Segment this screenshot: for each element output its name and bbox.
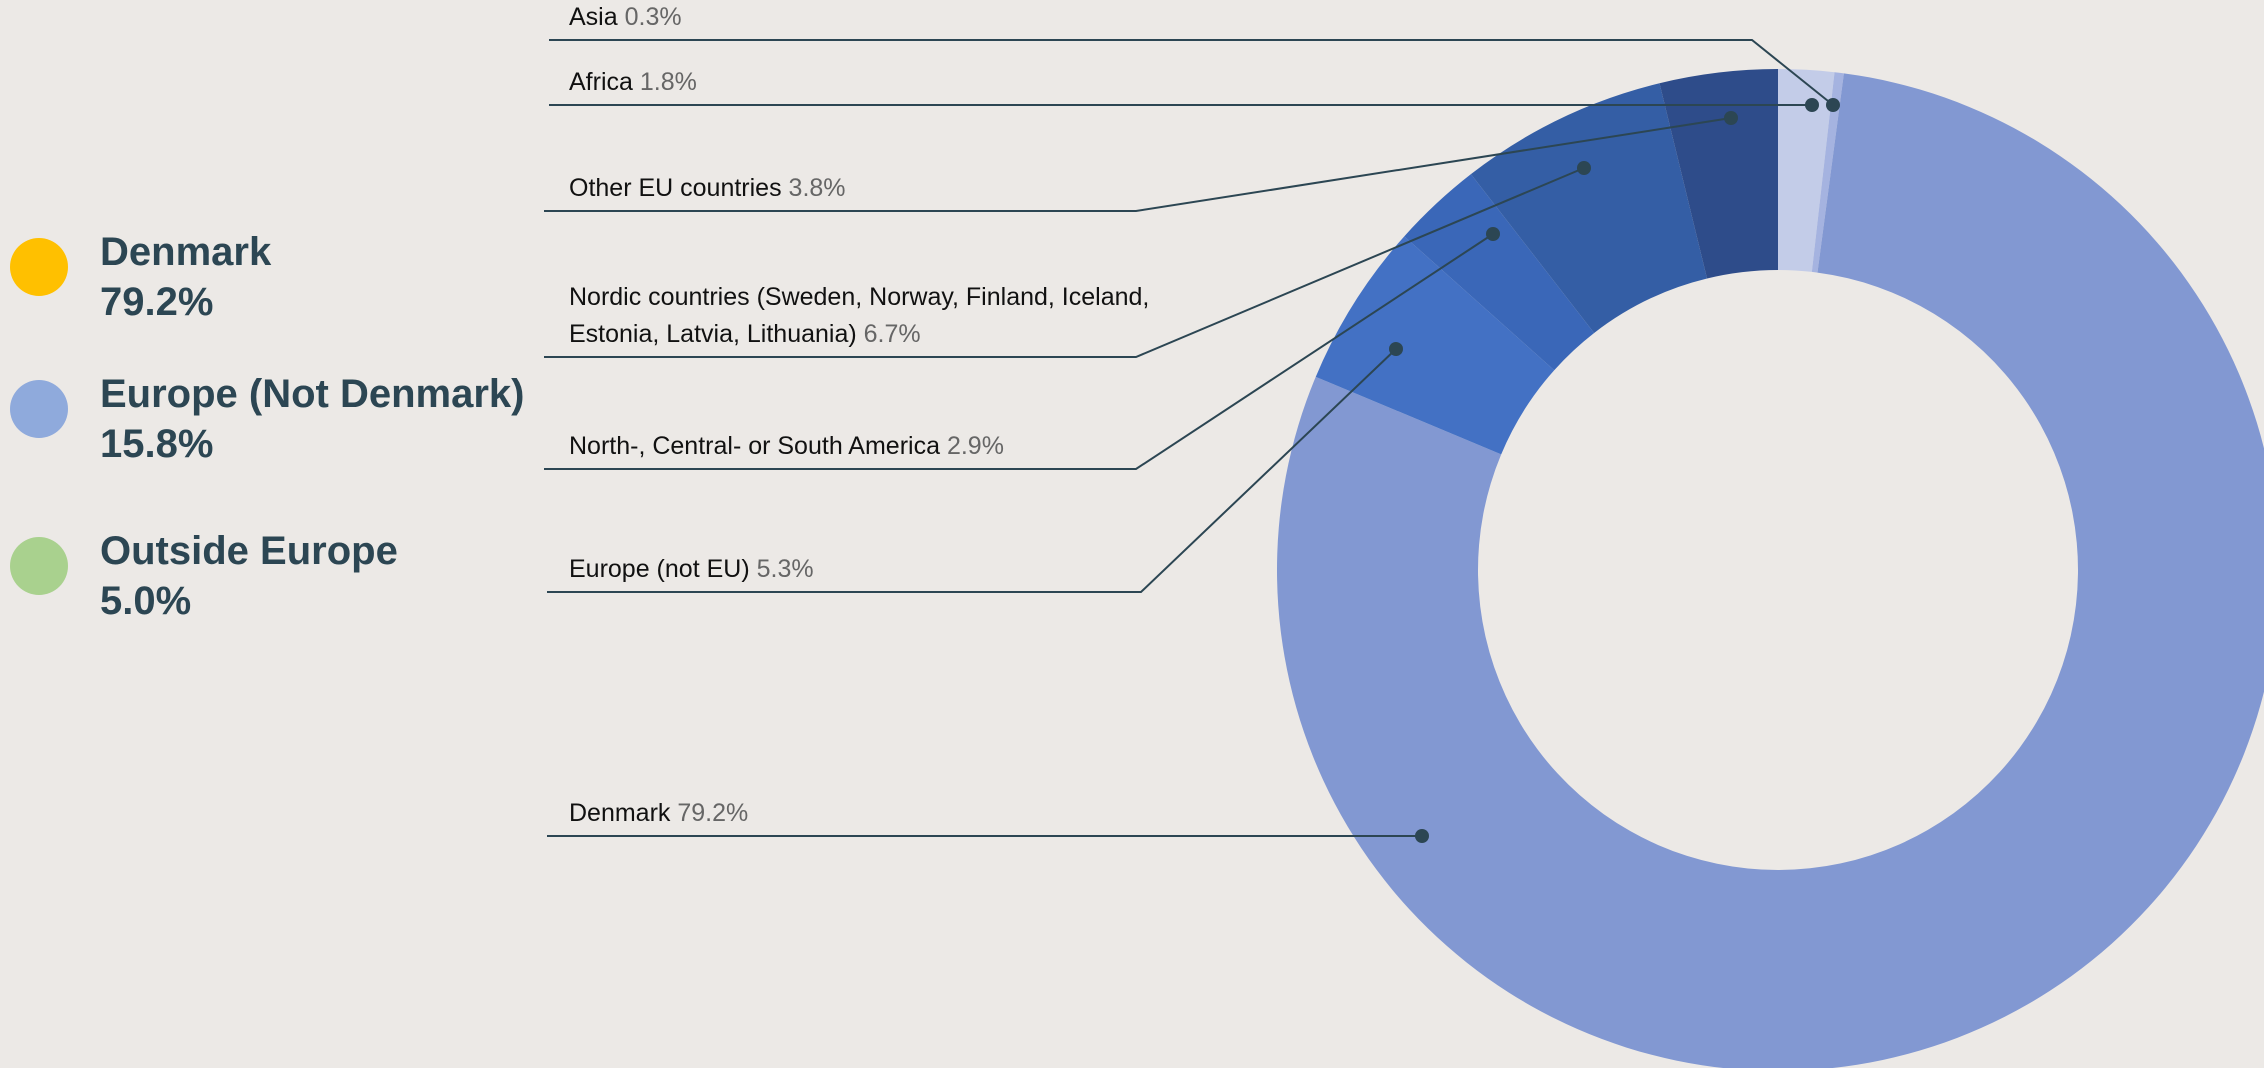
category-label: Africa xyxy=(569,68,633,96)
category-label: Nordic countries (Sweden, Norway, Finlan… xyxy=(569,283,1150,348)
value-label: 6.7% xyxy=(863,320,921,348)
leader-dot xyxy=(1486,227,1500,241)
legend-swatch xyxy=(10,380,68,438)
category-label: Other EU countries xyxy=(569,174,782,202)
leader-dot xyxy=(1826,98,1840,112)
donut-slice xyxy=(1778,69,1835,272)
callout-label: Asia 0.3% xyxy=(569,0,1169,36)
leader-line xyxy=(544,233,1494,470)
legend-value: 79.2% xyxy=(100,280,214,324)
leader-line xyxy=(547,348,1397,593)
callout-label: Europe (not EU) 5.3% xyxy=(569,551,1169,588)
category-label: Denmark xyxy=(569,799,671,827)
value-label: 5.3% xyxy=(756,555,814,583)
leader-dot xyxy=(1805,98,1819,112)
legend-name: Outside Europe xyxy=(100,529,398,573)
legend-name: Europe (Not Denmark) xyxy=(100,372,525,416)
legend-value: 15.8% xyxy=(100,422,214,466)
callout-label: Nordic countries (Sweden, Norway, Finlan… xyxy=(569,279,1169,353)
callout-label: North-, Central- or South America 2.9% xyxy=(569,428,1169,465)
donut-slice xyxy=(1659,69,1778,279)
donut-slice xyxy=(1470,83,1708,333)
value-label: 3.8% xyxy=(788,174,846,202)
value-label: 1.8% xyxy=(639,68,697,96)
value-label: 2.9% xyxy=(946,432,1004,460)
value-label: 0.3% xyxy=(624,3,682,31)
callout-label: Other EU countries 3.8% xyxy=(569,170,1169,207)
donut-slice xyxy=(1315,236,1555,455)
leader-dot xyxy=(1415,829,1429,843)
legend-item: Denmark 79.2% xyxy=(100,227,271,327)
leader-line xyxy=(544,117,1732,212)
legend-swatch xyxy=(10,537,68,595)
legend-value: 5.0% xyxy=(100,579,192,623)
leader-dot xyxy=(1577,161,1591,175)
legend-item: Outside Europe 5.0% xyxy=(100,526,398,626)
value-label: 79.2% xyxy=(677,799,749,827)
donut-slice xyxy=(1277,73,2264,1068)
callout-label: Denmark 79.2% xyxy=(569,795,1169,832)
leader-dot xyxy=(1389,342,1403,356)
callout-label: Africa 1.8% xyxy=(569,64,1169,101)
leader-dot xyxy=(1724,111,1738,125)
category-label: Europe (not EU) xyxy=(569,555,750,583)
legend-item: Europe (Not Denmark) 15.8% xyxy=(100,369,525,469)
legend-name: Denmark xyxy=(100,230,272,274)
donut-slice xyxy=(1811,72,1844,273)
category-label: Asia xyxy=(569,3,618,31)
legend-swatch xyxy=(10,238,68,296)
leader-line xyxy=(544,167,1585,358)
leader-line xyxy=(549,39,1834,106)
category-label: North-, Central- or South America xyxy=(569,432,940,460)
